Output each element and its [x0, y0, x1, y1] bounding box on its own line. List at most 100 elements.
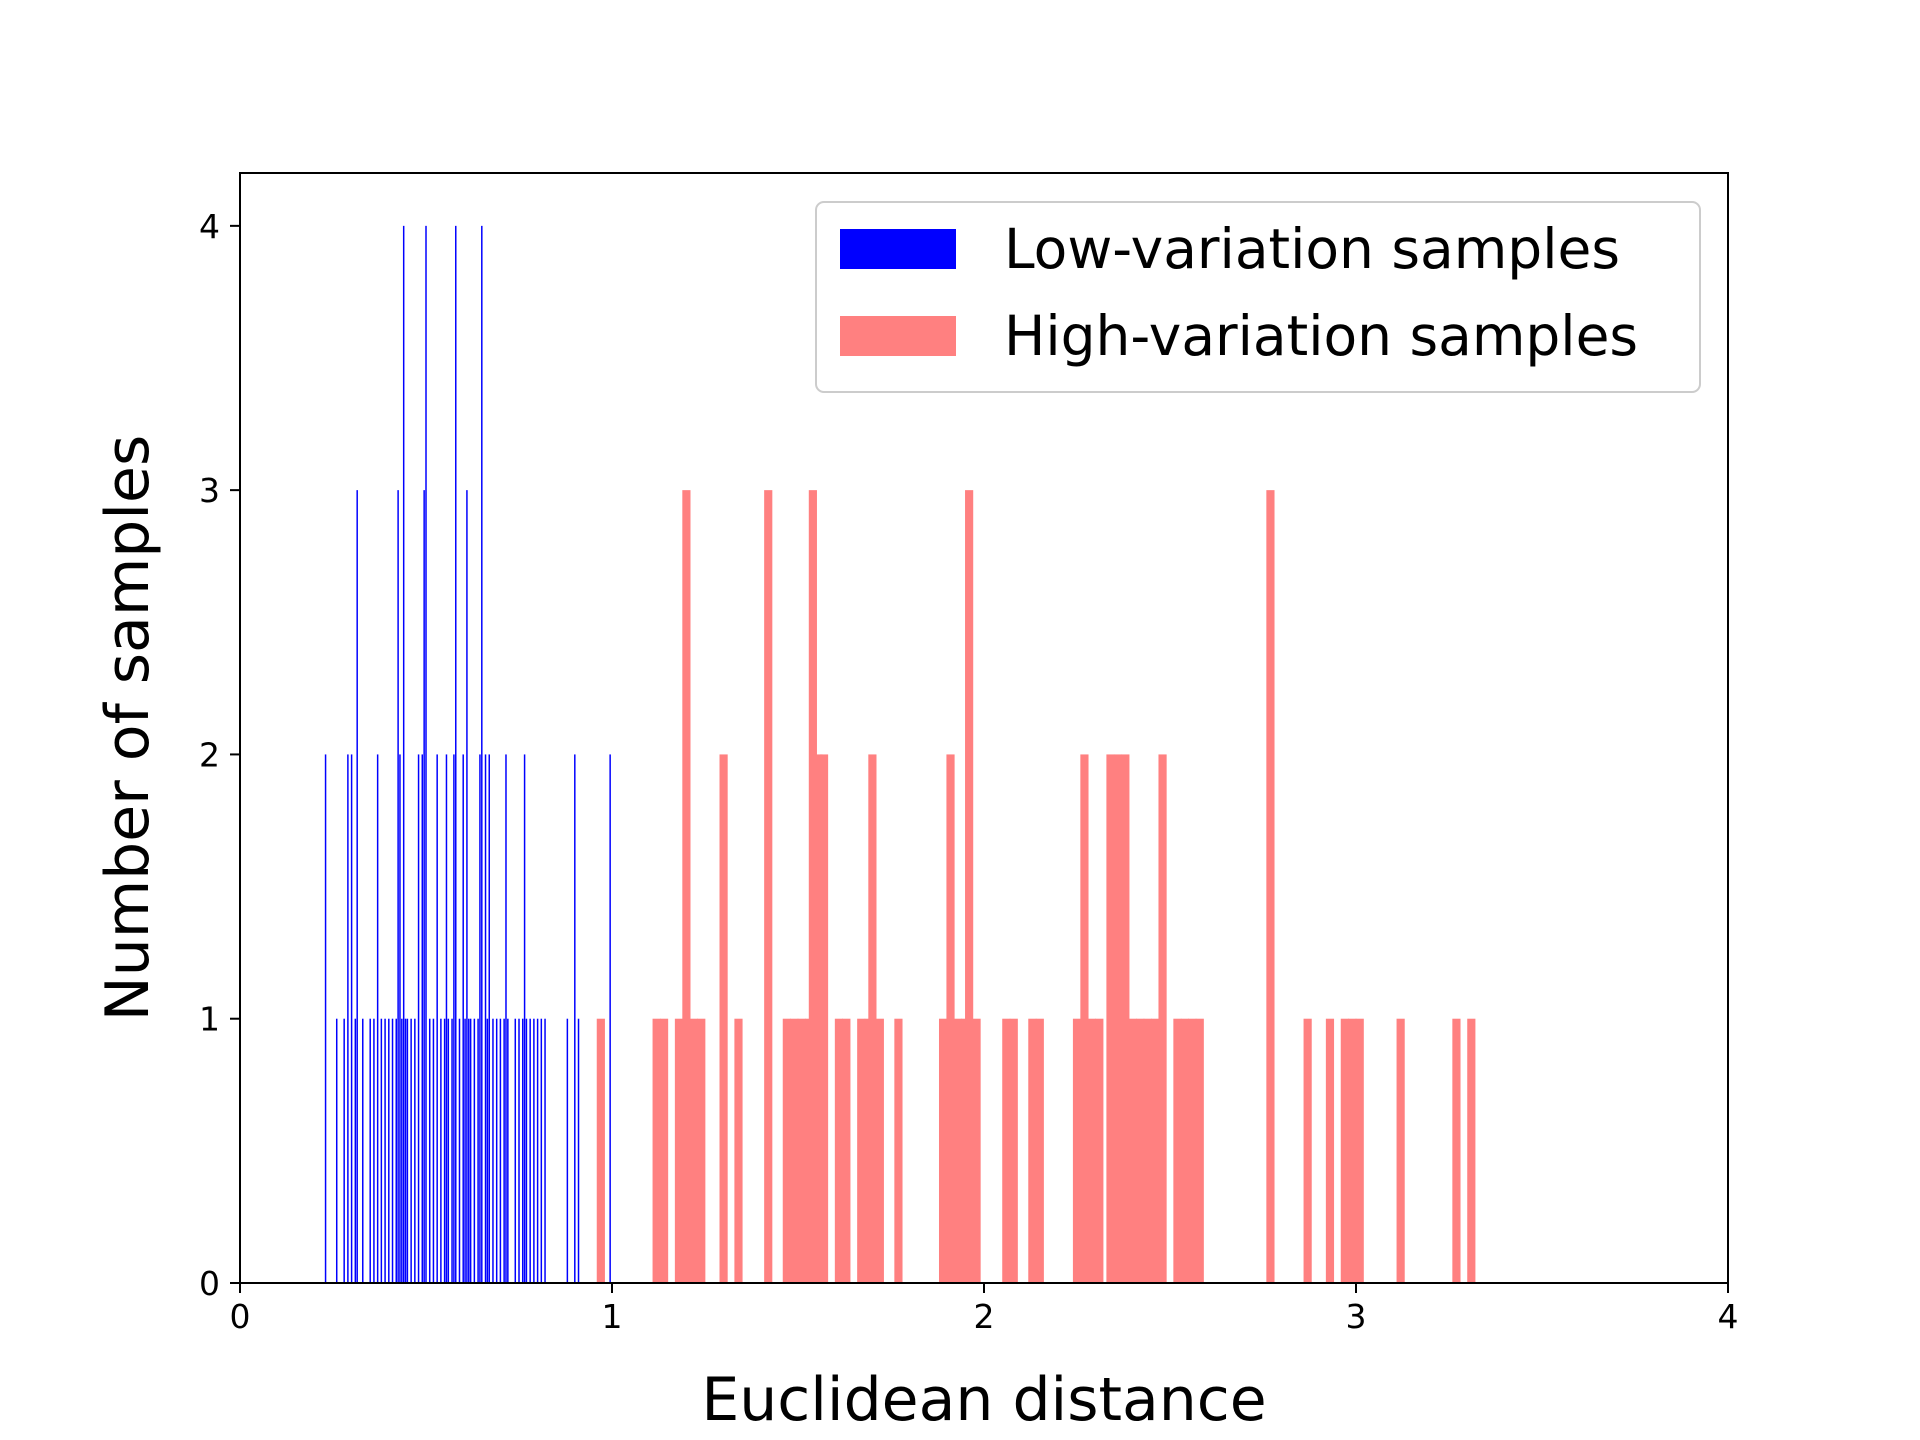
low-variation-bar-51 [492, 1018, 494, 1283]
high-variation-bar-56 [1396, 1018, 1405, 1283]
legend-label-low-variation: Low-variation samples [1004, 217, 1620, 281]
low-variation-bar-3 [347, 754, 349, 1283]
y-tick-label-2: 2 [199, 735, 220, 774]
low-variation-bar-46 [479, 754, 481, 1283]
low-variation-bar-47 [481, 225, 483, 1284]
high-variation-bar-15 [814, 754, 823, 1283]
low-variation-bar-31 [440, 1018, 442, 1283]
low-variation-bar-9 [373, 1018, 375, 1283]
low-variation-bar-7 [362, 1018, 364, 1283]
low-variation-bar-62 [529, 1018, 531, 1283]
high-variation-bar-3 [674, 1018, 684, 1283]
high-variation-bar-32 [1028, 1018, 1037, 1283]
low-variation-bar-21 [406, 1018, 409, 1283]
low-variation-bar-20 [404, 1018, 407, 1283]
low-variation-bar-48 [484, 754, 487, 1283]
high-variation-bar-1 [652, 1018, 661, 1283]
high-variation-bar-47 [1180, 1018, 1189, 1283]
low-variation-bar-4 [350, 754, 353, 1283]
low-variation-bar-33 [445, 754, 448, 1283]
high-variation-bar-29 [972, 1018, 981, 1283]
high-variation-bars [596, 490, 1476, 1283]
low-variation-bar-32 [443, 1018, 446, 1283]
low-variation-bar-35 [451, 1018, 453, 1283]
high-variation-bar-10 [782, 1018, 791, 1283]
low-variation-bar-44 [473, 1018, 476, 1283]
y-axis-title: Number of samples [93, 435, 163, 1021]
high-variation-bar-44 [1151, 1018, 1160, 1283]
high-variation-bar-18 [842, 1018, 851, 1283]
low-variation-bar-37 [455, 225, 457, 1284]
high-variation-bar-16 [819, 754, 829, 1283]
x-tick-label-2: 2 [974, 1297, 995, 1336]
low-variation-bar-24 [417, 754, 420, 1283]
low-variation-bar-61 [525, 1018, 528, 1283]
low-variation-bar-25 [421, 754, 424, 1283]
high-variation-bar-48 [1188, 1018, 1197, 1283]
high-variation-bar-12 [797, 1018, 806, 1283]
high-variation-bar-53 [1340, 1018, 1349, 1283]
high-variation-bar-14 [808, 490, 817, 1283]
low-variation-bar-69 [577, 1018, 580, 1283]
low-variation-bar-26 [423, 490, 425, 1283]
low-variation-bar-15 [395, 1018, 397, 1283]
high-variation-bar-24 [938, 1018, 948, 1283]
low-variation-bar-41 [466, 490, 468, 1283]
low-variation-bar-28 [428, 1018, 431, 1283]
high-variation-bar-4 [682, 490, 691, 1283]
high-variation-bar-31 [1009, 1018, 1018, 1283]
low-variation-bar-52 [495, 1018, 498, 1283]
y-tick-label-1: 1 [199, 1000, 220, 1039]
high-variation-bar-55 [1355, 1018, 1364, 1283]
high-variation-bar-6 [697, 1018, 706, 1283]
low-variation-bar-29 [432, 1018, 435, 1283]
low-variation-bar-5 [354, 1018, 357, 1283]
low-variation-bar-10 [376, 754, 379, 1283]
low-variation-bar-39 [462, 754, 464, 1283]
high-variation-bar-39 [1113, 754, 1123, 1283]
y-axis-ticks: 0 1 2 3 4 [199, 207, 240, 1303]
high-variation-bar-2 [659, 1018, 669, 1283]
low-variation-bar-2 [343, 1018, 345, 1283]
low-variation-bar-68 [574, 754, 576, 1283]
low-variation-bar-64 [536, 1018, 539, 1283]
low-variation-bar-63 [533, 1018, 535, 1283]
high-variation-bar-40 [1121, 754, 1130, 1283]
x-axis-title: Euclidean distance [701, 1365, 1266, 1435]
high-variation-bar-52 [1325, 1018, 1335, 1283]
high-variation-bar-5 [689, 1018, 698, 1283]
low-variation-bar-11 [380, 1018, 383, 1283]
high-variation-bar-19 [857, 1018, 866, 1283]
high-variation-bar-36 [1087, 1018, 1096, 1283]
low-variation-bar-42 [468, 1018, 470, 1283]
low-variation-bar-60 [523, 754, 526, 1283]
low-variation-bar-59 [521, 1018, 524, 1283]
low-variation-bar-36 [453, 754, 455, 1283]
low-variation-bar-57 [514, 1018, 517, 1283]
high-variation-bar-17 [834, 1018, 844, 1283]
high-variation-bar-33 [1035, 1018, 1044, 1283]
low-variation-bar-50 [488, 754, 490, 1283]
low-variation-bar-13 [388, 1018, 390, 1283]
high-variation-bar-50 [1266, 490, 1275, 1283]
low-variation-bar-58 [518, 1018, 520, 1283]
low-variation-bar-6 [356, 490, 358, 1283]
low-variation-bar-0 [324, 754, 327, 1283]
high-variation-bar-43 [1143, 1018, 1152, 1283]
high-variation-bar-7 [719, 754, 728, 1283]
low-variation-bar-14 [391, 1018, 394, 1283]
x-tick-label-3: 3 [1346, 1297, 1367, 1336]
legend-swatch-high-variation [840, 316, 956, 356]
high-variation-bar-57 [1452, 1018, 1461, 1283]
high-variation-bar-58 [1467, 1018, 1476, 1283]
low-variation-bar-27 [425, 225, 427, 1284]
low-variation-bar-22 [410, 1018, 412, 1283]
high-variation-bar-41 [1128, 1018, 1137, 1283]
legend-label-high-variation: High-variation samples [1004, 304, 1638, 368]
high-variation-bar-46 [1173, 1018, 1182, 1283]
high-variation-bar-30 [1002, 1018, 1011, 1283]
high-variation-bar-51 [1303, 1018, 1312, 1283]
low-variation-bar-19 [402, 225, 405, 1284]
